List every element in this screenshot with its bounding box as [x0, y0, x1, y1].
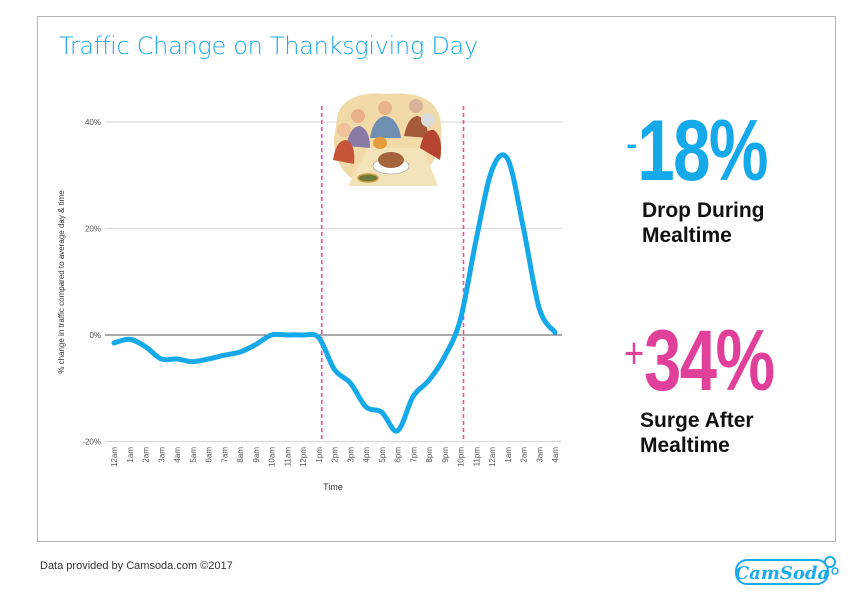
stat-drop-sign: -	[626, 119, 638, 168]
chart-title: Traffic Change on Thanksgiving Day	[59, 32, 478, 60]
stat-surge-caption-line1: Surge After	[640, 409, 754, 432]
turkey	[378, 152, 404, 168]
person-body	[346, 126, 370, 148]
y-tick-label: -20%	[82, 438, 101, 447]
x-tick-label: 10pm	[457, 447, 466, 467]
x-tick-label: 7pm	[409, 447, 418, 463]
data-point-4	[175, 356, 180, 361]
stat-drop-caption-line2: Mealtime	[642, 224, 732, 247]
data-point-15	[348, 380, 353, 385]
data-point-26	[521, 226, 526, 231]
bubble-icon	[831, 567, 839, 575]
person-head	[409, 99, 423, 113]
data-point-16	[364, 404, 369, 409]
chart-frame	[37, 16, 836, 542]
x-tick-label: 7am	[220, 447, 229, 463]
x-tick-label: 4pm	[362, 447, 371, 463]
data-point-13	[316, 335, 321, 340]
x-tick-label: 3am	[157, 447, 166, 463]
logo-text: CamSoda	[735, 563, 829, 584]
bubble-icon	[824, 556, 836, 568]
x-tick-label: 5am	[189, 447, 198, 463]
stat-drop-number: 18%	[637, 103, 768, 199]
x-tick-label: 12pm	[299, 447, 308, 467]
person-head	[421, 113, 435, 127]
data-point-7	[222, 353, 227, 358]
thanksgiving-dinner-illustration	[333, 93, 442, 186]
person-body	[420, 129, 442, 160]
person-head	[337, 123, 351, 137]
data-point-12	[301, 333, 306, 338]
x-tick-label: 11am	[283, 447, 292, 467]
data-point-18	[395, 428, 400, 433]
data-point-28	[553, 330, 558, 335]
stat-surge-sign: +	[624, 329, 645, 378]
logo-outline	[735, 559, 829, 585]
data-point-27	[537, 306, 542, 311]
data-point-17	[379, 410, 384, 415]
data-point-14	[332, 367, 337, 372]
stat-surge-number: 34%	[644, 313, 775, 409]
x-tick-label: 4am	[173, 447, 182, 463]
x-tick-label: 1am	[126, 447, 135, 463]
data-point-24	[490, 167, 495, 172]
person-head	[351, 109, 365, 123]
x-tick-label: 10am	[268, 447, 277, 467]
data-point-0	[112, 340, 117, 345]
data-point-3	[159, 356, 164, 361]
x-tick-label: 9am	[252, 447, 261, 463]
stat-surge-caption-line2: Mealtime	[640, 434, 730, 457]
data-point-19	[411, 394, 416, 399]
x-tick-label: 6am	[205, 447, 214, 463]
data-point-6	[206, 356, 211, 361]
x-tick-label: 2pm	[331, 447, 340, 463]
person-body	[370, 116, 401, 138]
stat-surge: +34% Surge After Mealtime	[624, 318, 816, 458]
x-tick-label: 2am	[520, 447, 529, 463]
y-tick-label: 20%	[85, 225, 101, 234]
y-tick-label: 40%	[85, 118, 101, 127]
x-tick-label: 1am	[504, 447, 513, 463]
series-line-traffic-change	[111, 152, 558, 434]
data-point-8	[238, 350, 243, 355]
x-tick-label: 6pm	[394, 447, 403, 463]
data-point-2	[143, 344, 148, 349]
x-tick-label: 9pm	[441, 447, 450, 463]
x-tick-label: 11pm	[472, 447, 481, 467]
x-tick-label: 3pm	[346, 447, 355, 463]
stat-surge-value: +34%	[624, 318, 775, 404]
camsoda-logo: CamSoda	[735, 556, 839, 585]
person-body	[333, 140, 355, 164]
data-credit: Data provided by Camsoda.com ©2017	[40, 560, 233, 572]
data-point-25	[505, 157, 510, 162]
data-point-22	[458, 317, 463, 322]
data-point-9	[253, 342, 258, 347]
data-point-11	[285, 333, 290, 338]
x-axis-label: Time	[323, 482, 343, 492]
person-head	[378, 101, 392, 115]
x-tick-label: 3am	[535, 447, 544, 463]
data-point-5	[190, 359, 195, 364]
data-point-10	[269, 333, 274, 338]
x-tick-label: 2am	[142, 447, 151, 463]
stat-drop-caption-line1: Drop During	[642, 199, 765, 222]
data-point-21	[442, 354, 447, 359]
y-tick-label: 0%	[89, 331, 101, 340]
data-point-20	[427, 378, 432, 383]
y-axis-label: % change in traffic compared to average …	[57, 190, 66, 374]
data-point-23	[474, 237, 479, 242]
pumpkin-centerpiece	[373, 137, 387, 149]
stat-drop-value: -18%	[626, 108, 769, 194]
x-tick-label: 8pm	[425, 447, 434, 463]
x-tick-label: 5pm	[378, 447, 387, 463]
x-tick-label: 1pm	[315, 447, 324, 463]
side-dish	[357, 173, 379, 183]
x-tick-label: 12am	[488, 447, 497, 467]
x-tick-label: 12am	[110, 447, 119, 467]
x-tick-label: 8am	[236, 447, 245, 463]
x-tick-label: 4am	[551, 447, 560, 463]
data-point-1	[127, 337, 132, 342]
stat-drop: -18% Drop During Mealtime	[626, 108, 807, 248]
